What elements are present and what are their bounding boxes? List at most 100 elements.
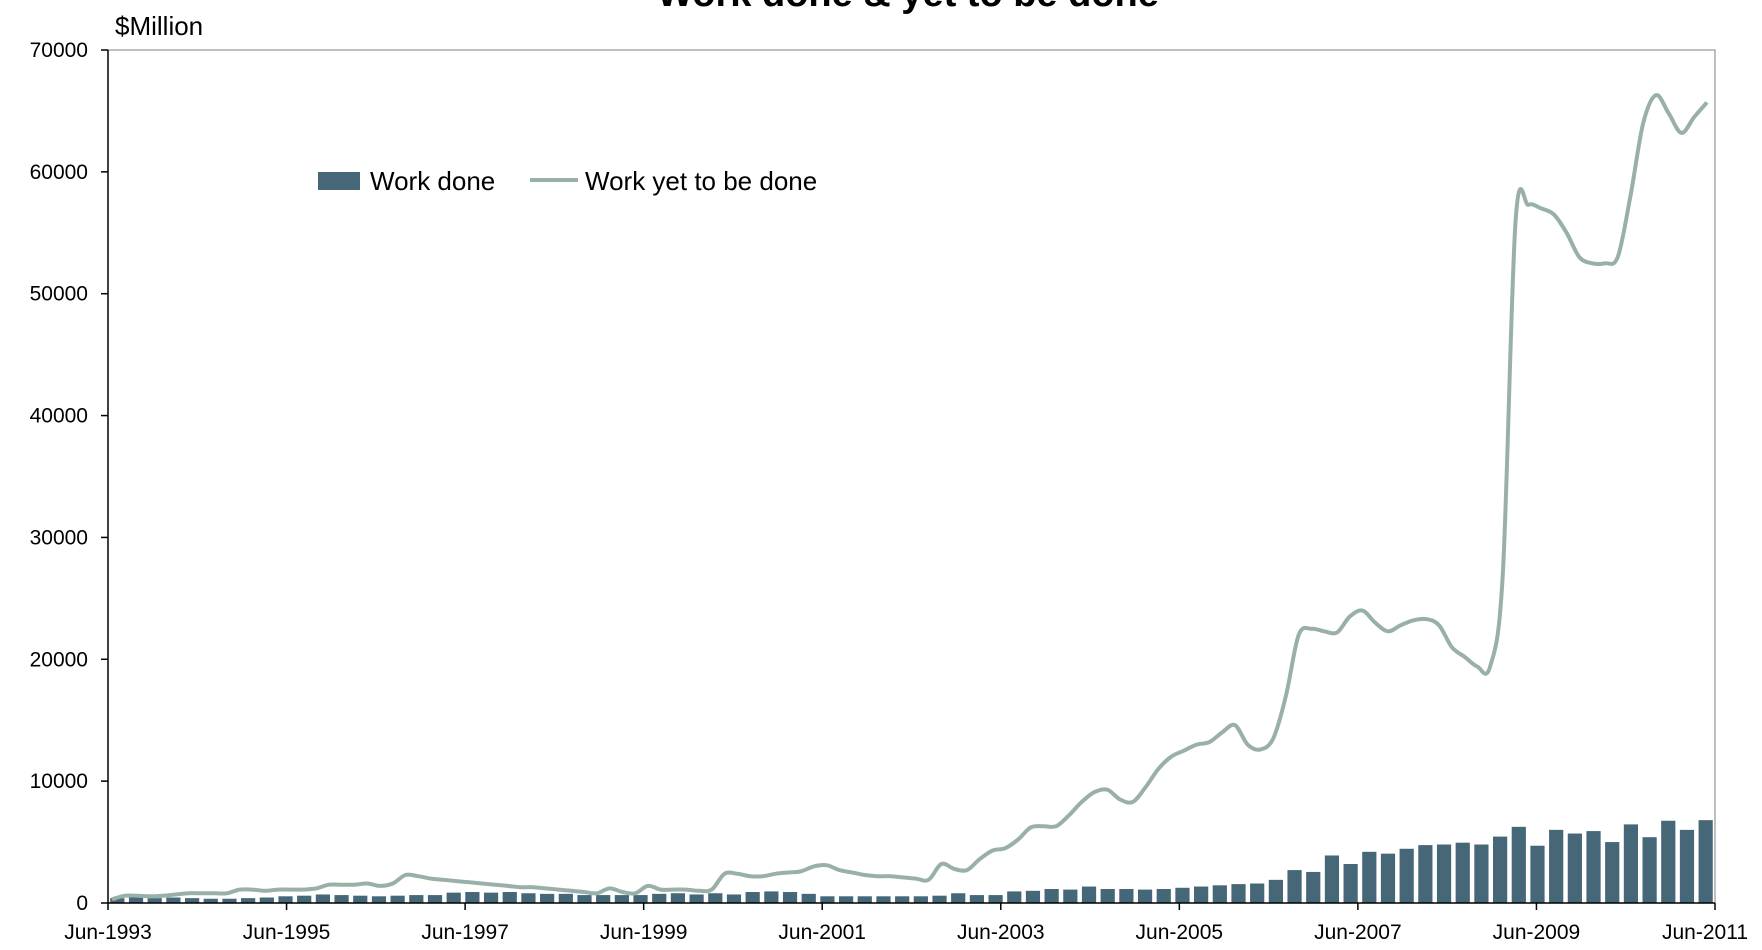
x-tick-label: Jun-1999 [600,921,688,944]
bar-work-done [1399,848,1414,903]
bar-work-done [540,893,555,903]
bar-work-done [932,895,947,903]
bar-work-done [745,892,760,903]
bar-work-done [334,895,349,903]
bar-work-done [184,898,200,903]
x-tick-label: Jun-2007 [1314,921,1402,944]
bar-work-done [1250,883,1265,903]
bar-work-done [1623,824,1639,903]
bar-work-done [1324,855,1340,903]
bar-work-done [1137,889,1153,903]
bar-work-done [614,895,629,903]
bar-work-done [1679,829,1695,903]
bar-work-done [1194,886,1209,903]
bar-work-done [670,893,686,903]
bar-work-done [1567,833,1582,903]
bar-work-done [1175,887,1190,903]
x-tick-label: Jun-2011 [1662,921,1748,944]
bar-work-done [1156,888,1171,903]
bar-work-done [353,895,368,903]
bar-work-done [1586,831,1601,903]
bar-work-done [1642,837,1657,903]
x-tick-label: Jun-2005 [1136,921,1224,944]
bar-work-done [128,896,144,903]
y-tick-label: 50000 [30,283,88,306]
bar-work-done [1306,871,1321,903]
bar-work-done [465,892,480,903]
y-tick-label: 30000 [30,526,88,549]
bar-work-done [558,893,573,903]
bar-work-done [801,893,816,903]
bar-work-done [315,894,330,903]
bar-work-done [951,893,966,903]
y-axis-unit-label: $Million [115,11,203,41]
bar-work-done [1493,836,1508,903]
legend-label-work-yet-to-be-done: Work yet to be done [585,166,817,196]
bar-work-done [1474,844,1489,903]
bar-work-done [1418,845,1433,903]
x-tick-label: Jun-1993 [64,921,152,944]
bar-work-done [820,896,835,903]
bar-work-done [988,895,1003,903]
bar-work-done [222,898,237,903]
bar-work-done [1436,844,1452,903]
work-done-bars [110,820,1713,903]
bar-work-done [297,895,312,903]
bar-work-done [1455,842,1470,903]
bar-work-done [427,895,443,903]
y-tick-label: 40000 [30,405,88,428]
bar-work-done [1212,885,1227,903]
legend: Work done Work yet to be done [318,166,817,196]
bar-work-done [876,896,891,903]
bar-work-done [259,897,274,903]
bar-work-done [1268,879,1283,903]
bar-work-done [1380,853,1396,903]
bar-work-done [1661,820,1676,903]
bar-work-done [596,895,611,903]
x-axis-ticks: Jun-1993 Jun-1995 Jun-1997 Jun-1999 Jun-2001… [64,903,1748,944]
bar-work-done [1100,888,1115,903]
x-tick-label: Jun-2001 [778,921,866,944]
bar-work-done [1343,864,1358,903]
bar-work-done [147,898,162,903]
bar-work-done [1063,889,1078,903]
bar-work-done [652,893,667,903]
bar-work-done [1231,884,1246,903]
bar-work-done [110,898,125,903]
bar-work-done [1530,845,1545,903]
bar-work-done [1549,829,1564,903]
bar-work-done [857,896,872,903]
bar-work-done [1698,820,1713,903]
bar-work-done [708,893,723,903]
y-tick-label: 70000 [30,39,88,62]
bar-work-done [390,895,405,903]
bar-work-done [726,894,742,903]
y-tick-label: 20000 [30,648,88,671]
y-tick-label: 0 [76,892,88,915]
bar-work-done [1025,890,1041,903]
bar-work-done [1287,870,1302,903]
bar-work-done [839,896,854,903]
bar-work-done [577,895,592,903]
chart-title: Work done & yet to be done [657,0,1159,15]
bar-work-done [1007,891,1022,903]
x-tick-label: Jun-2009 [1493,921,1581,944]
bar-work-done [483,892,499,903]
bar-work-done [521,893,536,903]
x-tick-label: Jun-1995 [243,921,331,944]
bar-work-done [1081,886,1097,903]
legend-label-work-done: Work done [370,166,495,196]
bar-work-done [764,891,779,903]
bar-work-done [1362,851,1377,903]
bar-work-done [1044,888,1059,903]
bar-work-done [633,895,648,903]
bar-work-done [969,895,984,903]
bar-work-done [1119,888,1134,903]
y-axis-ticks: 0 10000 20000 30000 40000 50000 60000 70000 [30,39,108,915]
line-work-yet-to-be-done [111,93,1709,902]
bar-work-done [1605,842,1620,903]
bar-work-done [1511,826,1526,903]
y-tick-label: 10000 [30,770,88,793]
bar-work-done [502,892,517,903]
